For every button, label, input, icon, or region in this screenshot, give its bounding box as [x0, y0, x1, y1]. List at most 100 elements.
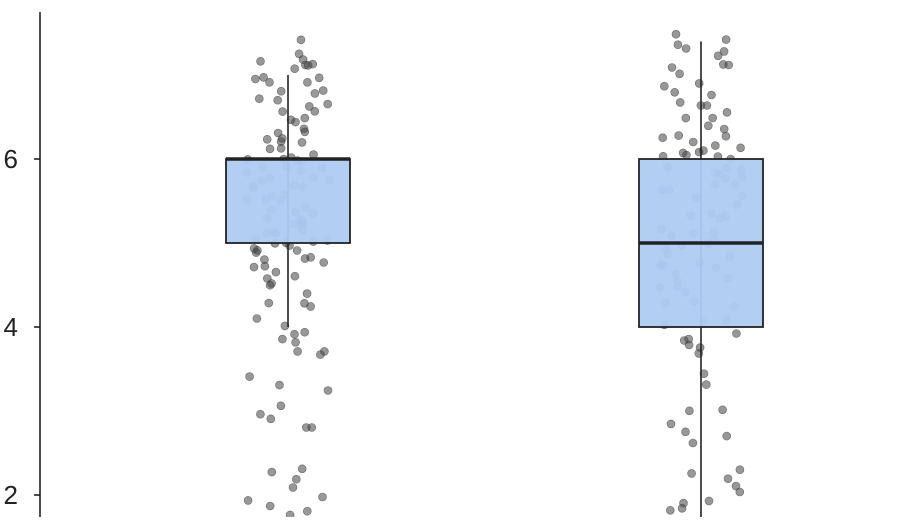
- data-point: [681, 113, 691, 123]
- data-point: [674, 131, 684, 140]
- data-point: [278, 107, 287, 116]
- data-point: [291, 474, 301, 484]
- data-point: [243, 496, 253, 505]
- data-point: [278, 334, 287, 344]
- data-point: [719, 47, 729, 56]
- data-point: [264, 298, 274, 308]
- data-point: [288, 483, 298, 492]
- data-point: [276, 144, 286, 153]
- data-point: [265, 78, 274, 87]
- data-point: [265, 501, 275, 511]
- data-point: [273, 95, 283, 105]
- data-point: [300, 127, 310, 137]
- data-point: [670, 88, 680, 97]
- data-point: [276, 86, 286, 96]
- data-point: [675, 69, 684, 79]
- data-point: [699, 369, 709, 379]
- data-point: [277, 134, 287, 143]
- data-point: [254, 94, 264, 103]
- data-point: [719, 124, 729, 134]
- data-point: [673, 40, 683, 50]
- data-point: [314, 73, 324, 83]
- data-point: [275, 380, 284, 390]
- data-point: [682, 150, 691, 160]
- data-point: [736, 143, 745, 153]
- data-point: [271, 267, 281, 277]
- data-point: [718, 405, 727, 415]
- data-point: [256, 56, 265, 66]
- data-point: [290, 329, 299, 339]
- data-point: [304, 102, 314, 111]
- y-axis: 2 4 6: [4, 12, 41, 517]
- data-point: [302, 289, 312, 298]
- data-point: [300, 327, 310, 337]
- data-point: [285, 510, 295, 520]
- data-point: [718, 60, 728, 69]
- data-point: [671, 29, 681, 39]
- data-point: [318, 492, 327, 502]
- data-point: [249, 262, 259, 272]
- data-point: [293, 347, 302, 356]
- data-point: [297, 138, 307, 147]
- data-point: [703, 121, 713, 131]
- data-point: [702, 101, 712, 110]
- data-point: [252, 314, 262, 323]
- boxes-layer: [225, 41, 764, 521]
- data-point: [694, 79, 704, 88]
- data-point: [735, 465, 745, 475]
- data-point: [704, 496, 714, 506]
- data-point: [300, 113, 310, 123]
- data-point: [290, 64, 300, 73]
- data-point: [318, 86, 328, 95]
- data-point: [323, 386, 333, 395]
- data-point: [659, 81, 669, 91]
- data-point: [735, 487, 745, 497]
- data-point: [681, 44, 691, 53]
- box-1: [225, 158, 351, 244]
- y-tick-label: 4: [4, 312, 18, 342]
- data-point: [723, 474, 733, 484]
- data-point: [310, 89, 320, 98]
- data-point: [732, 329, 741, 338]
- data-point: [307, 423, 317, 432]
- data-point: [302, 506, 312, 516]
- data-point: [665, 505, 675, 515]
- data-point: [675, 98, 685, 107]
- data-point: [259, 73, 268, 82]
- data-point: [310, 107, 320, 116]
- data-point: [685, 406, 694, 416]
- data-point: [300, 254, 310, 263]
- data-point: [251, 74, 260, 84]
- data-point: [251, 248, 261, 257]
- data-point: [306, 302, 315, 311]
- data-point: [292, 246, 302, 255]
- data-point: [265, 280, 275, 290]
- data-point: [276, 401, 286, 411]
- data-point: [303, 78, 312, 87]
- data-point: [710, 141, 720, 150]
- data-point: [721, 35, 731, 44]
- data-point: [684, 340, 694, 350]
- data-point: [722, 108, 732, 117]
- data-point: [280, 321, 290, 331]
- data-point: [296, 35, 306, 45]
- data-point: [687, 469, 696, 478]
- data-point: [267, 467, 277, 477]
- y-tick-label: 2: [4, 480, 18, 510]
- data-point: [323, 99, 333, 109]
- data-point: [319, 258, 329, 267]
- data-point: [713, 51, 723, 61]
- data-point: [658, 133, 668, 142]
- data-point: [722, 431, 732, 441]
- data-point: [688, 137, 698, 147]
- data-point: [265, 144, 275, 154]
- data-point: [266, 414, 276, 424]
- data-point: [721, 131, 731, 141]
- data-point: [291, 337, 300, 347]
- data-point: [262, 135, 272, 144]
- data-point: [245, 372, 254, 381]
- data-point: [666, 419, 676, 429]
- data-point: [308, 59, 318, 69]
